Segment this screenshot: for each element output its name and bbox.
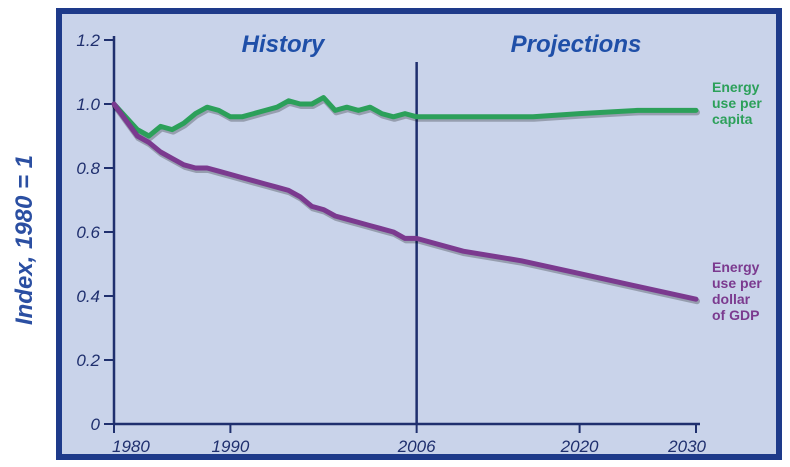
series-label-energy-per-capita: use per xyxy=(712,95,762,111)
series-label-energy-per-gdp: Energy xyxy=(712,259,760,275)
y-tick-label: 0.8 xyxy=(76,159,100,178)
series-lines-group xyxy=(111,95,700,305)
series-label-energy-per-gdp: dollar xyxy=(712,291,751,307)
series-label-energy-per-gdp: use per xyxy=(712,275,762,291)
series-label-energy-per-capita: Energy xyxy=(712,79,760,95)
x-tick-label: 1980 xyxy=(112,437,150,456)
y-tick-label: 0.6 xyxy=(76,223,100,242)
x-tick-label: 1990 xyxy=(211,437,249,456)
axes-group: 0 0.2 0.4 0.6 0.8 1.0 1.2 1980 1990 2006 2020 2030 xyxy=(76,31,706,456)
y-tick-label: 0.4 xyxy=(76,287,100,306)
series-line-energy-per-capita xyxy=(111,95,699,139)
section-label-projections: Projections xyxy=(511,31,642,58)
series-line-energy-per-gdp xyxy=(111,101,699,302)
x-tick-label: 2030 xyxy=(667,437,706,456)
x-tick-label: 2006 xyxy=(397,437,436,456)
x-tick-label: 2020 xyxy=(560,437,599,456)
section-label-history: History xyxy=(242,31,326,58)
series-label-energy-per-gdp: of GDP xyxy=(712,307,759,323)
y-tick-label: 1.0 xyxy=(76,95,100,114)
y-tick-label: 0 xyxy=(91,415,101,434)
plot-background xyxy=(62,14,776,454)
y-tick-label: 1.2 xyxy=(76,31,100,50)
series-label-energy-per-capita: capita xyxy=(712,111,753,127)
y-axis-label: Index, 1980 = 1 xyxy=(11,155,38,325)
y-tick-label: 0.2 xyxy=(76,351,100,370)
